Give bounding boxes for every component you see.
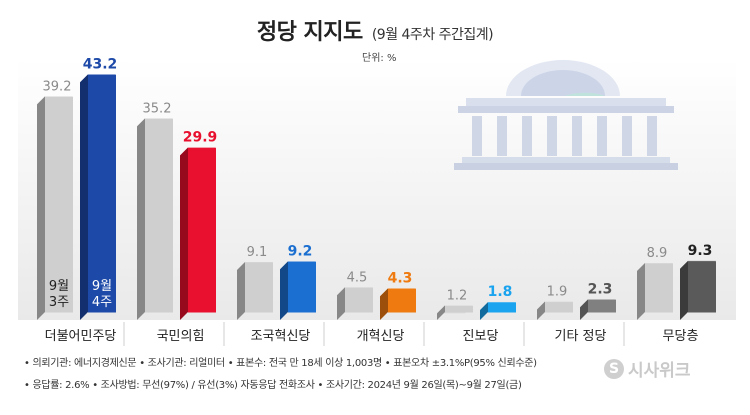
value-label-curr: 2.3: [588, 281, 613, 297]
value-label-prev: 35.2: [143, 101, 172, 116]
bar-prev-1: [137, 118, 173, 321]
national-assembly-icon: [454, 60, 678, 170]
chart-subtitle: (9월 4주차 주간집계): [371, 27, 494, 43]
value-label-prev: 1.9: [547, 285, 568, 300]
value-label-prev: 9.1: [247, 245, 268, 260]
value-label-curr: 43.2: [83, 56, 118, 72]
category-label: 더불어민주당: [45, 329, 117, 344]
bar-curr-5: [580, 299, 616, 320]
bar-prev-0: [37, 96, 73, 321]
category-label: 무당층: [663, 329, 699, 344]
bar-prev-2: [237, 261, 273, 320]
chart-background: [18, 58, 736, 320]
legend-prev-label: 9월: [49, 279, 69, 294]
bar-prev-3: [337, 287, 373, 320]
bar-curr-1: [180, 147, 216, 320]
value-label-curr: 4.3: [388, 270, 413, 286]
legend-curr-label: 4주: [92, 295, 112, 310]
value-label-curr: 29.9: [183, 130, 218, 146]
bar-prev-4: [437, 305, 473, 320]
logo-text: 시사위크: [628, 361, 691, 381]
value-labels: 39.2 43.2 35.2 29.9 9.1 9.2 4.5 4.3 1.2 1.8 1.9 2.3…: [43, 56, 713, 303]
value-label-prev: 4.5: [347, 270, 368, 285]
category-label: 기타 정당: [555, 329, 607, 344]
bar-prev-6: [637, 263, 673, 320]
category-label: 국민의힘: [157, 329, 205, 344]
footer-line-1: • 의뢰기관: 에너지경제신문 • 조사기관: 리얼미터 • 표본수: 전국 만…: [24, 358, 537, 369]
bar-curr-6: [680, 260, 716, 320]
legend-prev-label: 3주: [49, 295, 69, 310]
value-label-prev: 1.2: [447, 288, 468, 303]
chart-title-wrap: 정당 지지도 (9월 4주차 주간집계): [0, 14, 750, 46]
value-label-prev: 39.2: [43, 79, 72, 94]
bar-curr-2: [280, 261, 316, 320]
value-label-prev: 8.9: [647, 246, 668, 261]
sisaweek-logo: S 시사위크: [604, 356, 691, 381]
value-label-curr: 1.8: [488, 284, 513, 300]
logo-mark: S: [604, 358, 624, 379]
unit-label: 단위: %: [362, 53, 397, 64]
category-label: 개혁신당: [357, 329, 405, 344]
category-labels: 더불어민주당 국민의힘 조국혁신당 개혁신당 진보당 기타 정당 무당층: [45, 329, 699, 344]
value-label-curr: 9.3: [688, 243, 713, 259]
bar-prev-5: [537, 301, 573, 320]
value-label-curr: 9.2: [288, 243, 313, 259]
legend-curr-label: 9월: [92, 279, 112, 294]
chart-title: 정당 지지도: [256, 20, 363, 45]
bar-curr-0: [80, 74, 116, 321]
category-dividers: [123, 322, 625, 346]
footer-line-2: • 응답률: 2.6% • 조사방법: 무선(97%) / 유선(3%) 자동응…: [24, 380, 522, 391]
bars: [37, 74, 716, 321]
category-label: 진보당: [463, 329, 499, 344]
bar-curr-4: [480, 302, 516, 320]
bar-curr-3: [380, 288, 416, 320]
category-label: 조국혁신당: [251, 329, 311, 344]
